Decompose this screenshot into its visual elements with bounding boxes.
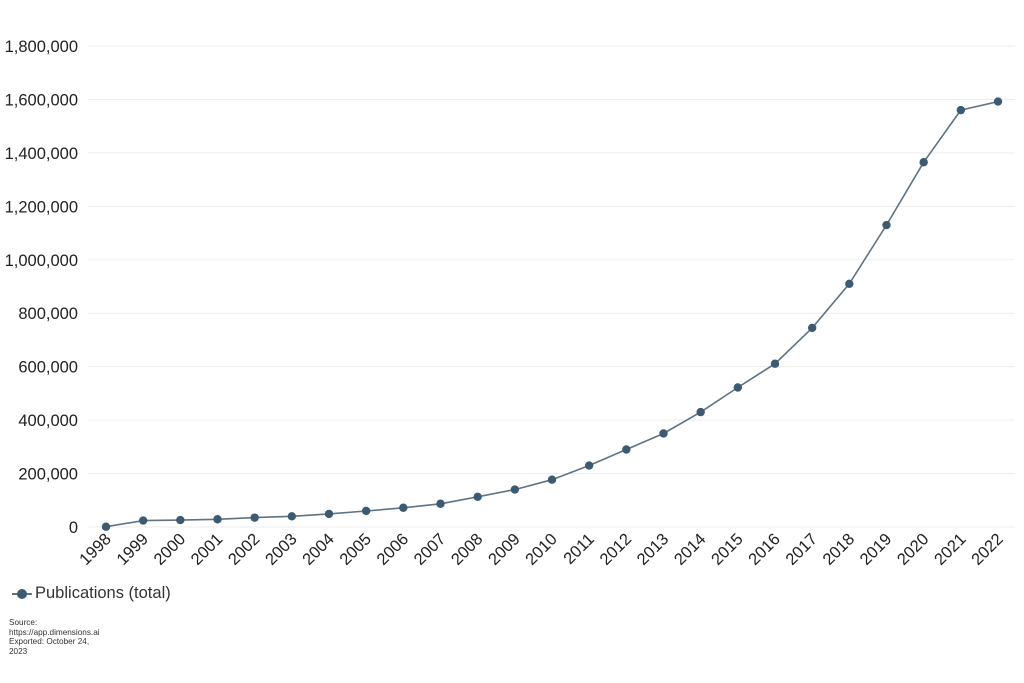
export-year: 2023 <box>9 646 28 656</box>
x-tick-label: 2003 <box>262 530 301 569</box>
source-note: Source: https://app.dimensions.ai Export… <box>9 618 100 656</box>
x-tick-label: 2000 <box>150 530 189 569</box>
data-point[interactable] <box>584 461 594 470</box>
x-tick-label: 2022 <box>968 530 1007 569</box>
data-point[interactable] <box>659 429 668 438</box>
x-tick-label: 2006 <box>373 530 412 569</box>
series-publications-total <box>101 97 1003 531</box>
data-point[interactable] <box>845 279 854 289</box>
x-tick-label: 2021 <box>931 530 970 569</box>
data-point[interactable] <box>361 506 371 516</box>
data-point[interactable] <box>733 383 743 392</box>
x-tick-label: 2004 <box>299 530 338 569</box>
y-tick-label: 600,000 <box>18 359 78 377</box>
data-point[interactable] <box>399 503 408 512</box>
data-point[interactable] <box>510 485 520 494</box>
y-tick-label: 1,800,000 <box>5 38 78 56</box>
data-point[interactable] <box>956 105 966 115</box>
y-tick-label: 400,000 <box>18 412 78 430</box>
series-line <box>105 100 999 528</box>
data-point[interactable] <box>473 492 482 502</box>
x-tick-label: 2019 <box>857 530 896 569</box>
y-tick-label: 1,000,000 <box>5 252 78 270</box>
data-point[interactable] <box>919 158 928 167</box>
y-tick-label: 0 <box>69 519 78 537</box>
data-point[interactable] <box>101 522 111 531</box>
x-tick-label: 1999 <box>113 530 152 569</box>
data-point[interactable] <box>250 513 259 522</box>
legend-label: Publications (total) <box>35 584 171 602</box>
y-tick-label: 1,400,000 <box>5 145 78 163</box>
data-point[interactable] <box>324 509 334 519</box>
x-tick-label: 2018 <box>819 530 858 569</box>
data-point[interactable] <box>547 475 557 484</box>
data-point[interactable] <box>770 359 780 368</box>
y-tick-label: 1,600,000 <box>5 91 78 109</box>
legend-marker-icon <box>12 587 32 601</box>
data-point[interactable] <box>807 323 817 333</box>
x-tick-label: 2020 <box>894 530 933 569</box>
y-gridlines <box>88 45 1015 528</box>
data-point[interactable] <box>436 499 445 508</box>
x-tick-label: 2014 <box>671 530 710 569</box>
export-date: Exported: October 24, <box>9 637 90 647</box>
x-tick-label: 1998 <box>76 530 115 569</box>
x-tick-label: 2017 <box>782 530 821 569</box>
x-tick-label: 2007 <box>411 530 450 569</box>
legend[interactable]: Publications (total) <box>12 584 171 603</box>
x-tick-label: 2012 <box>596 530 635 569</box>
source-url: https://app.dimensions.ai <box>9 627 100 637</box>
y-axis-tick-labels: 0 200,000 400,000 600,000 800,000 1,000,000 1,… <box>5 38 78 537</box>
x-axis-tick-labels: 1998199920002001200220032004200520062007… <box>76 530 1007 569</box>
data-point[interactable] <box>696 407 705 417</box>
data-point[interactable] <box>882 220 891 230</box>
x-tick-label: 2010 <box>522 530 561 569</box>
data-point[interactable] <box>213 515 222 524</box>
data-point[interactable] <box>138 516 148 525</box>
x-tick-label: 2002 <box>225 530 264 569</box>
x-tick-label: 2011 <box>560 530 598 568</box>
x-tick-label: 2008 <box>448 530 487 569</box>
data-point[interactable] <box>287 512 297 521</box>
data-point[interactable] <box>993 97 1003 106</box>
source-label: Source: <box>9 618 38 627</box>
data-point[interactable] <box>176 515 185 525</box>
y-tick-label: 800,000 <box>18 305 78 323</box>
x-tick-label: 2015 <box>708 530 747 569</box>
x-tick-label: 2009 <box>485 530 524 569</box>
data-point[interactable] <box>622 445 631 454</box>
y-tick-label: 200,000 <box>18 466 78 484</box>
x-tick-label: 2001 <box>188 530 227 569</box>
y-tick-label: 1,200,000 <box>5 198 78 216</box>
x-tick-label: 2016 <box>745 530 784 569</box>
x-tick-label: 2013 <box>634 530 673 569</box>
x-tick-label: 2005 <box>336 530 375 569</box>
